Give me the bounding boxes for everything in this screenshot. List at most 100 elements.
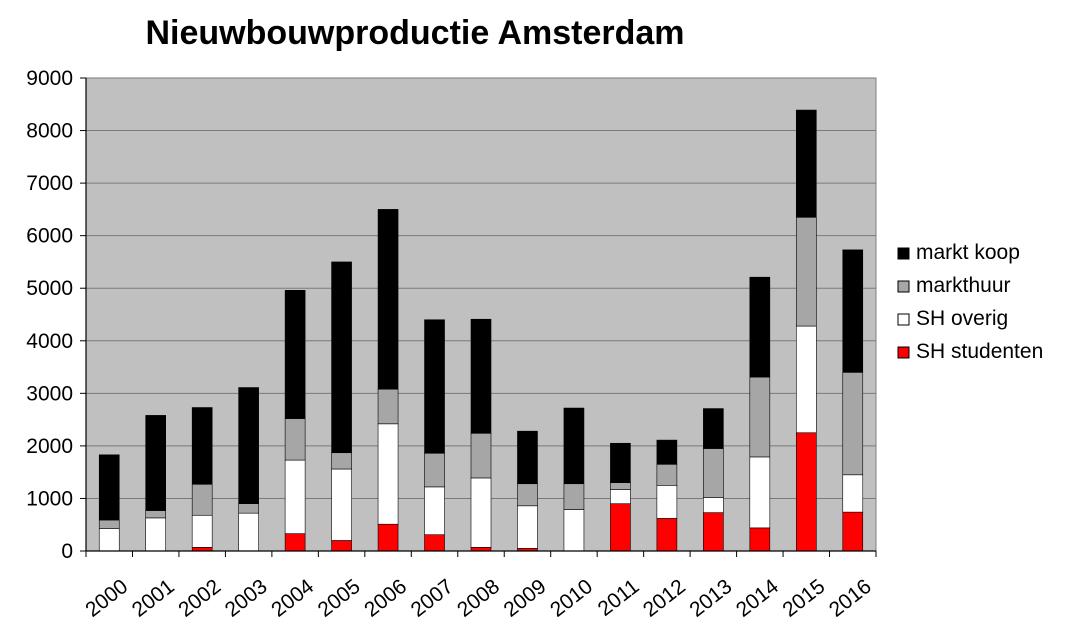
x-tick-label: 2008 — [453, 575, 504, 622]
bar-segment-markthuur — [517, 483, 538, 507]
bar-segment-sh-overig — [191, 514, 213, 548]
y-tick-label: 1000 — [26, 487, 73, 510]
bar-segment-markthuur — [563, 483, 585, 510]
bar-segment-markthuur — [703, 448, 724, 498]
bar-segment-markt-koop — [377, 209, 399, 390]
y-tick-label: 8000 — [26, 120, 73, 143]
bar-segment-markt-koop — [610, 442, 631, 483]
bar-segment-sh-overig — [470, 477, 492, 548]
bar-segment-markt-koop — [238, 387, 259, 504]
bar-segment-sh-overig — [703, 497, 724, 513]
bar-segment-markt-koop — [842, 249, 864, 373]
bar-segment-markthuur — [331, 452, 352, 470]
bar-segment-markt-koop — [470, 318, 492, 434]
bar-segment-sh-studenten — [703, 512, 724, 552]
x-tick-label: 2010 — [546, 575, 597, 622]
bar-segment-sh-overig — [145, 517, 167, 552]
bar-segment-sh-overig — [517, 505, 538, 549]
bar-segment-markt-koop — [517, 430, 538, 485]
bar-segment-markthuur — [191, 483, 213, 516]
x-tick-label: 2011 — [594, 575, 644, 621]
bar-segment-markthuur — [656, 463, 678, 486]
bar-segment-sh-overig — [842, 474, 864, 513]
x-tick-label: 2012 — [639, 575, 690, 622]
bar-segment-sh-overig — [610, 489, 631, 505]
bar-segment-markthuur — [98, 519, 120, 529]
bar-segment-sh-overig — [284, 459, 306, 534]
bar-segment-markt-koop — [98, 454, 120, 521]
bar-segment-markthuur — [610, 482, 631, 490]
bar-segment-markt-koop — [284, 290, 306, 419]
bar-segment-sh-studenten — [749, 527, 771, 552]
bar-segment-sh-overig — [563, 509, 585, 552]
bar-segment-markthuur — [749, 376, 771, 458]
bar-segment-markt-koop — [331, 261, 352, 454]
bar-segment-sh-studenten — [284, 533, 306, 552]
x-tick-label: 2016 — [825, 575, 876, 622]
bar-segment-sh-studenten — [656, 518, 678, 552]
legend-label: SH overig — [916, 307, 1008, 330]
y-tick-label: 7000 — [26, 172, 73, 195]
x-tick-label: 2013 — [685, 575, 736, 622]
bar-segment-markt-koop — [656, 439, 678, 465]
y-tick-label: 3000 — [26, 382, 73, 405]
x-tick-label: 2004 — [267, 575, 318, 622]
bar-segment-sh-overig — [424, 486, 445, 536]
legend-swatch — [897, 313, 910, 326]
x-tick-label: 2009 — [500, 575, 551, 622]
x-tick-label: 2006 — [360, 575, 411, 622]
y-tick-label: 4000 — [26, 330, 73, 353]
x-tick-label: 2003 — [221, 575, 272, 622]
bars — [98, 109, 864, 552]
x-tick-label: 2005 — [314, 575, 365, 622]
bar-segment-sh-overig — [98, 528, 120, 552]
bar-segment-markthuur — [842, 372, 864, 476]
y-tick-label: 9000 — [26, 67, 73, 90]
y-tick-label: 2000 — [26, 435, 73, 458]
bar-segment-sh-studenten — [331, 540, 352, 552]
x-tick-label: 2015 — [778, 575, 829, 622]
x-tick-label: 2007 — [407, 575, 458, 622]
legend-label: SH studenten — [916, 340, 1043, 363]
legend-label: markthuur — [916, 274, 1011, 297]
bar-segment-sh-studenten — [424, 534, 445, 552]
bar-segment-markt-koop — [563, 407, 585, 485]
bar-segment-sh-studenten — [610, 503, 631, 552]
y-tick-label: 0 — [61, 540, 73, 563]
bar-segment-sh-overig — [377, 423, 399, 525]
bar-segment-sh-studenten — [795, 432, 817, 552]
bar-segment-sh-studenten — [842, 511, 864, 552]
legend-swatch — [897, 247, 910, 260]
bar-segment-markthuur — [377, 388, 399, 425]
y-tick-label: 5000 — [26, 277, 73, 300]
legend-label: markt koop — [916, 241, 1020, 264]
bar-segment-markthuur — [284, 418, 306, 461]
bar-segment-markthuur — [470, 432, 492, 479]
bar-segment-sh-overig — [238, 512, 259, 552]
bar-segment-markthuur — [145, 510, 167, 519]
legend: markt koop markthuur SH overig SH studenten — [897, 241, 1043, 363]
x-tick-label: 2002 — [174, 575, 225, 622]
legend-swatch — [897, 346, 910, 359]
x-tick-label: 2000 — [81, 575, 132, 622]
bar-segment-markthuur — [795, 216, 817, 327]
bar-segment-sh-studenten — [377, 523, 399, 552]
bar-segment-markthuur — [238, 503, 259, 514]
x-tick-label: 2014 — [732, 575, 783, 622]
bar-segment-sh-overig — [749, 456, 771, 529]
bar-segment-sh-overig — [795, 325, 817, 434]
bar-segment-markthuur — [424, 452, 445, 488]
bar-segment-markt-koop — [145, 415, 167, 511]
x-tick-label: 2001 — [128, 575, 179, 622]
bar-segment-markt-koop — [749, 276, 771, 378]
bar-segment-sh-overig — [656, 485, 678, 519]
bar-segment-sh-overig — [331, 468, 352, 541]
y-tick-label: 6000 — [26, 225, 73, 248]
bar-segment-markt-koop — [191, 407, 213, 485]
legend-swatch — [897, 280, 910, 293]
chart-title: Nieuwbouwproductie Amsterdam — [145, 14, 685, 52]
bar-segment-markt-koop — [424, 319, 445, 454]
bar-segment-markt-koop — [795, 109, 817, 218]
bar-segment-markt-koop — [703, 408, 724, 449]
